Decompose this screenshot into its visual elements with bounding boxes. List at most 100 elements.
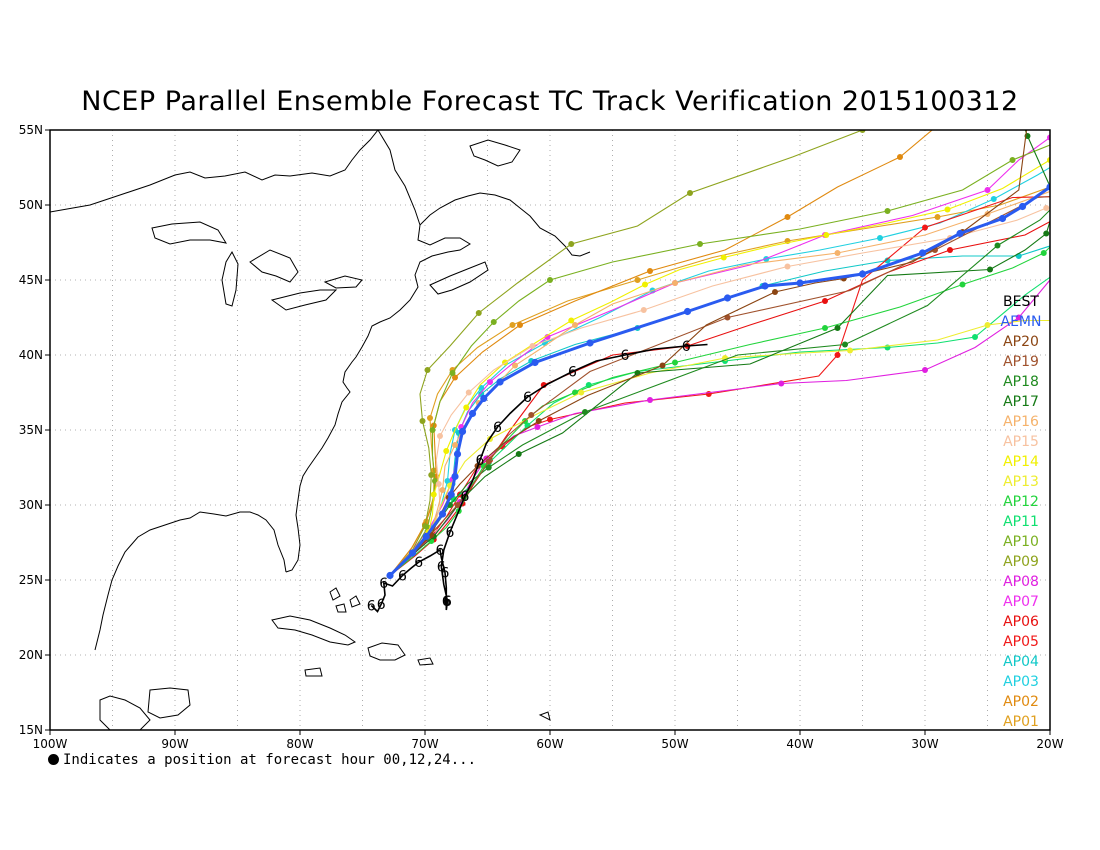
lat-tick-label: 40N xyxy=(19,348,43,362)
track-position-ap03 xyxy=(990,196,997,202)
track-position-aemn xyxy=(458,427,467,436)
track-position-ap16 xyxy=(452,442,458,448)
track-position-ap14 xyxy=(430,491,437,498)
track-position-ap08 xyxy=(922,367,928,373)
track-position-ap20 xyxy=(772,289,778,295)
legend-entry-ap17: AP17 xyxy=(1003,394,1039,410)
footnote-text: Indicates a position at forecast hour 00… xyxy=(63,752,477,768)
track-position-ap12 xyxy=(822,325,828,331)
lon-tick-label: 90W xyxy=(161,737,188,751)
best-track-symbol: 6 xyxy=(568,365,577,381)
lon-tick-label: 70W xyxy=(411,737,438,751)
track-position-ap08 xyxy=(647,397,653,403)
track-position-ap12 xyxy=(1040,250,1047,256)
track-position-aemn xyxy=(453,450,462,458)
legend-entry-ap19: AP19 xyxy=(1003,354,1039,370)
track-position-ap06 xyxy=(947,247,953,253)
track-position-ap19 xyxy=(454,502,461,508)
track-position-ap15 xyxy=(529,343,536,349)
lon-tick-label: 40W xyxy=(786,737,813,751)
track-position-ap03 xyxy=(444,478,451,484)
track-position-ap07 xyxy=(984,187,991,193)
track-position-ap14 xyxy=(568,317,575,324)
best-track-symbol: 6 xyxy=(441,566,450,582)
lon-tick-label: 80W xyxy=(286,737,313,751)
legend-entry-ap14: AP14 xyxy=(1003,454,1039,470)
track-position-ap15 xyxy=(465,389,472,396)
best-track-symbol: 6 xyxy=(398,569,407,585)
track-position-aemn xyxy=(761,282,769,290)
legend-entry-ap20: AP20 xyxy=(1003,334,1039,350)
best-track-symbol: 6 xyxy=(621,348,630,364)
legend-entry-ap07: AP07 xyxy=(1003,594,1039,610)
track-position-aemn xyxy=(1053,170,1060,177)
track-ap08 xyxy=(389,279,1050,576)
track-position-ap09 xyxy=(475,310,482,316)
track-position-ap14 xyxy=(642,281,648,288)
track-position-ap07 xyxy=(487,379,493,385)
track-position-ap18 xyxy=(582,409,588,415)
track-position-ap02 xyxy=(452,374,458,381)
lon-tick-label: 20W xyxy=(1036,737,1063,751)
legend-entry-ap13: AP13 xyxy=(1003,474,1039,490)
axis-ticks: 100W 90W 80W 70W 60W 50W 40W 30W 20W 55N 50N 45N 40N… xyxy=(19,123,1064,751)
best-track-symbol: 6 xyxy=(682,339,691,355)
track-position-ap19 xyxy=(528,412,535,418)
lat-tick-label: 30N xyxy=(19,498,43,512)
track-position-ap08 xyxy=(778,380,785,387)
best-track-symbol: 6 xyxy=(446,525,455,541)
legend-entry-ap11: AP11 xyxy=(1003,514,1039,530)
lat-lon-grid xyxy=(50,130,1050,730)
track-position-aemn xyxy=(468,409,477,418)
track-ap14 xyxy=(389,158,1050,576)
track-position-ap01 xyxy=(634,277,641,283)
best-track-symbol: 6 xyxy=(476,453,485,469)
legend-entry-ap08: AP08 xyxy=(1003,574,1039,590)
track-position-aemn xyxy=(451,472,459,481)
track-ap07 xyxy=(389,137,1050,576)
track-ap15 xyxy=(389,207,1047,576)
track-position-aemn xyxy=(408,549,417,557)
track-position-ap16 xyxy=(439,487,446,493)
track-position-ap15 xyxy=(784,263,791,270)
legend-entry-ap03: AP03 xyxy=(1003,674,1039,690)
legend-entry-ap04: AP04 xyxy=(1003,654,1039,670)
track-position-ap09 xyxy=(424,367,431,373)
track-position-aemn xyxy=(858,270,867,278)
track-position-ap10 xyxy=(490,319,497,325)
track-ap19 xyxy=(389,196,1050,576)
track-position-ap16 xyxy=(1060,184,1066,190)
best-track-symbol: 6 xyxy=(367,599,376,615)
track-position-aemn xyxy=(480,394,488,403)
legend-entry-ap02: AP02 xyxy=(1003,694,1039,710)
legend-entry-ap06: AP06 xyxy=(1003,614,1039,630)
track-position-ap17 xyxy=(834,325,841,331)
track-position-ap09 xyxy=(419,418,426,424)
track-position-ap06 xyxy=(1078,202,1084,208)
track-ap10 xyxy=(389,144,1050,576)
track-position-ap13 xyxy=(1055,318,1061,324)
track-position-ap15 xyxy=(640,307,647,313)
best-track-symbol: 6 xyxy=(436,543,445,559)
page-title: NCEP Parallel Ensemble Forecast TC Track… xyxy=(81,86,1019,117)
track-position-ap17 xyxy=(1043,230,1050,237)
track-aemn xyxy=(388,183,1050,577)
track-position-aemn xyxy=(531,358,539,367)
track-position-ap13 xyxy=(578,389,585,396)
track-position-aemn xyxy=(586,339,594,347)
track-position-ap08 xyxy=(534,424,541,430)
track-ap04 xyxy=(389,245,1050,576)
track-position-ap08 xyxy=(1085,232,1091,238)
track-position-ap13 xyxy=(847,347,853,354)
lat-tick-label: 35N xyxy=(19,423,43,437)
track-position-ap10 xyxy=(884,208,891,214)
track-position-ap18 xyxy=(842,341,848,348)
lat-tick-label: 55N xyxy=(19,123,43,137)
legend-entry-ap05: AP05 xyxy=(1003,634,1039,650)
track-position-ap08 xyxy=(1015,314,1022,321)
track-position-ap18 xyxy=(485,464,492,471)
track-position-ap03 xyxy=(478,385,485,391)
best-track-symbol: 6 xyxy=(493,420,502,436)
